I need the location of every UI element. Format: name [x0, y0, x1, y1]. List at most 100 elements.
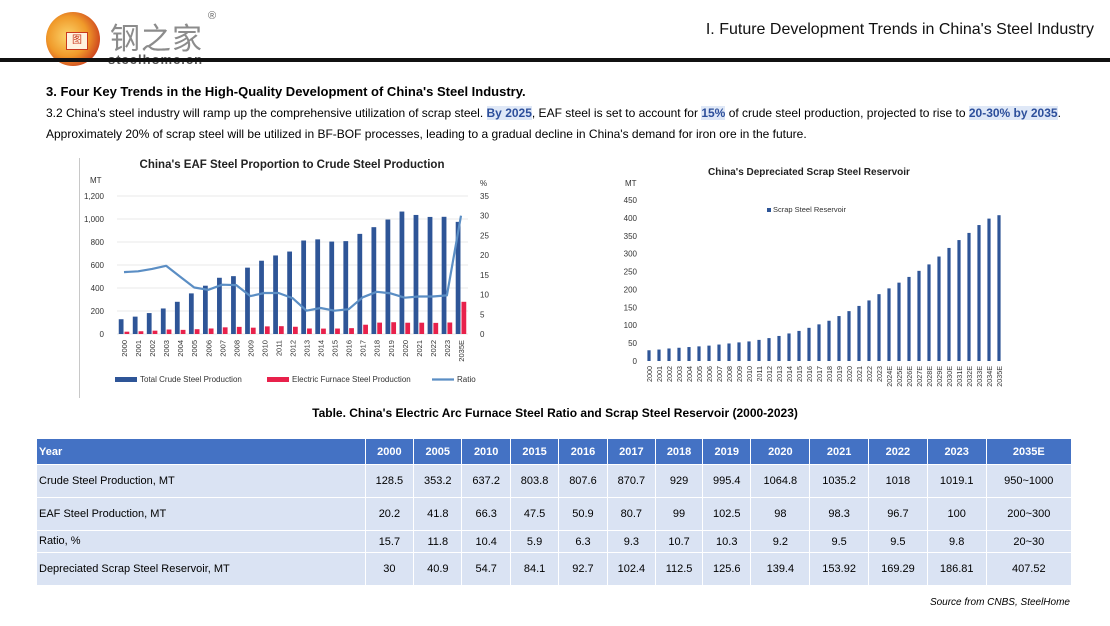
table-row: Crude Steel Production, MT 128.5 353.2 637.… — [36, 464, 1073, 498]
table-cell: 40.9 — [413, 552, 463, 586]
chart2-xtick: 2017 — [815, 366, 824, 382]
chart1-y2tick: 5 — [480, 310, 485, 319]
chart2-bar — [827, 320, 831, 361]
chart1-title: China's EAF Steel Proportion to Crude St… — [140, 159, 445, 171]
table-cell: 41.8 — [413, 497, 463, 531]
chart2-bar — [697, 346, 701, 361]
chart1-bar-crude — [399, 211, 405, 334]
chart1-xtick: 2018 — [373, 340, 382, 357]
table-header-2022: 2022 — [868, 438, 928, 465]
chart1-bar-crude — [315, 239, 321, 334]
table-header-2017: 2017 — [606, 438, 657, 465]
chart1-bar-eaf — [349, 328, 354, 334]
chart2-bar — [817, 324, 821, 361]
chart2-ytick: 450 — [624, 196, 638, 205]
table-header-2016: 2016 — [558, 438, 608, 465]
table-row-label: EAF Steel Production, MT — [36, 497, 366, 531]
chart2-ytick: 50 — [628, 339, 637, 348]
scrap-reservoir-chart: China's Depreciated Scrap Steel Reservoi… — [624, 167, 1004, 387]
table-cell: 9.5 — [868, 530, 928, 553]
table-cell: 153.92 — [809, 552, 870, 586]
chart2-xtick: 2020 — [845, 366, 854, 382]
logo-registered-mark: ® — [208, 10, 217, 22]
chart1-legend-swatch-crude — [115, 377, 137, 382]
chart2-xtick: 2035E — [995, 366, 1004, 387]
chart1-bar-crude — [371, 227, 377, 334]
chart1-bar-eaf — [264, 326, 270, 334]
table-header-year: Year — [36, 438, 366, 465]
table-row: EAF Steel Production, MT 20.2 41.8 66.3 47.5… — [36, 497, 1073, 531]
chart2-xtick: 2021 — [855, 366, 864, 382]
chart1-xtick: 2001 — [134, 340, 143, 357]
logo-emblem: 图 — [46, 12, 100, 66]
chart1-ylabel: MT — [90, 176, 102, 185]
highlight-15pct: 15% — [701, 106, 726, 120]
chart1-bar-eaf — [391, 322, 397, 334]
table-header-2021: 2021 — [809, 438, 870, 465]
table-cell: 102.4 — [606, 552, 657, 586]
chart1-bar-eaf — [236, 326, 242, 334]
table-cell: 1018 — [868, 464, 928, 498]
chart1-y2tick: 0 — [480, 330, 485, 339]
table-cell: 637.2 — [461, 464, 511, 498]
chart2-bar — [857, 305, 861, 361]
chart1-xtick: 2015 — [331, 340, 340, 357]
chart1-bar-crude — [245, 267, 250, 334]
chart1-bar-eaf — [250, 327, 256, 334]
chart1-xtick: 2003 — [162, 340, 171, 357]
table-cell: 20~30 — [985, 530, 1073, 553]
chart2-xtick: 2023 — [875, 366, 884, 382]
table-cell: 100 — [926, 497, 987, 531]
table-row: Ratio, % 15.7 11.8 10.4 5.9 6.3 9.3 10.7 10.3 9.2… — [36, 530, 1073, 553]
chart2-bar — [717, 344, 721, 361]
chart2-xtick: 2022 — [865, 366, 874, 382]
chart2-bar — [777, 335, 781, 361]
chart2-xtick: 2034E — [985, 366, 994, 387]
chart1-ytick: 400 — [91, 284, 105, 293]
chart2-ytick: 250 — [624, 268, 638, 277]
data-table: Year 2000 2005 2010 2015 2016 2017 2018 2019 2020… — [36, 438, 1073, 586]
chart2-xtick: 2026E — [905, 366, 914, 387]
table-row-label: Crude Steel Production, MT — [36, 464, 366, 498]
chart2-xtick: 2025E — [895, 366, 904, 387]
chart2-bar — [767, 338, 771, 361]
chart2-xtick: 2016 — [805, 366, 814, 382]
highlight-2025: By 2025 — [486, 106, 532, 120]
table-cell: 353.2 — [413, 464, 463, 498]
chart1-bar-eaf — [335, 328, 340, 334]
chart2-bar — [897, 282, 901, 361]
chart1-ytick: 1,000 — [84, 215, 105, 224]
table-header-2020: 2020 — [750, 438, 811, 465]
chart1-xtick: 2005 — [190, 340, 199, 357]
table-cell: 995.4 — [702, 464, 752, 498]
chart1-y2tick: 30 — [480, 212, 489, 221]
header-divider — [0, 58, 1110, 62]
table-cell: 102.5 — [702, 497, 752, 531]
chart1-xtick: 2013 — [303, 340, 312, 357]
table-header-2035e: 2035E — [985, 438, 1073, 465]
table-cell: 9.3 — [606, 530, 657, 553]
chart-left-border — [79, 158, 80, 398]
chart1-xtick: 2035E — [457, 340, 466, 362]
chart1-xtick: 2010 — [260, 340, 269, 357]
table-cell: 9.8 — [926, 530, 987, 553]
chart1-bar-crude — [385, 219, 391, 334]
chart2-xtick: 2030E — [945, 366, 954, 387]
chart2-xtick: 2007 — [715, 366, 724, 382]
chart2-title: China's Depreciated Scrap Steel Reservoi… — [708, 167, 910, 178]
chart1-bar-crude — [413, 214, 419, 334]
chart2-bar — [847, 311, 851, 361]
chart2-bar — [927, 264, 931, 361]
chart1-y2tick: 35 — [480, 192, 489, 201]
table-cell: 96.7 — [868, 497, 928, 531]
chart1-bar-crude — [231, 276, 236, 334]
chart2-xtick: 2027E — [915, 366, 924, 387]
table-cell: 186.81 — [926, 552, 987, 586]
chart2-bar — [997, 215, 1001, 361]
chart2-bar — [727, 343, 731, 361]
chart2-bar — [657, 349, 661, 361]
table-cell: 870.7 — [606, 464, 657, 498]
chart1-y2tick: 15 — [480, 271, 489, 280]
chart2-bar — [687, 347, 691, 361]
chart1-ytick: 0 — [100, 330, 105, 339]
